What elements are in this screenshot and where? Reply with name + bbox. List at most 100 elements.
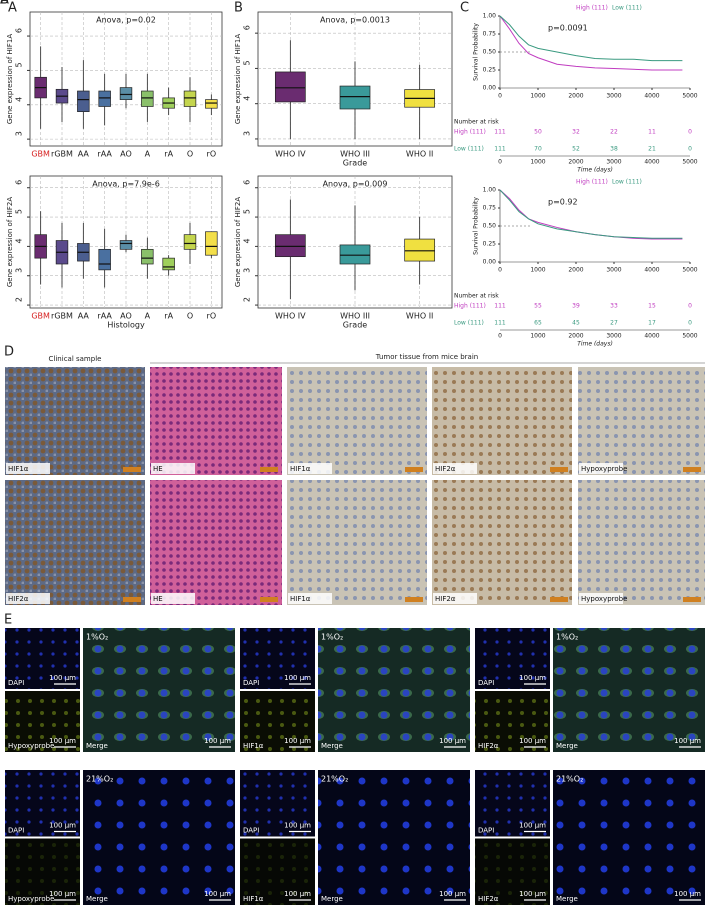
scale-bar	[550, 467, 568, 472]
image-label: Hypoxyprobe	[581, 465, 627, 473]
scale-label: 100 μm	[284, 674, 311, 682]
y-tick-label: 0.75	[483, 31, 497, 38]
label-box	[579, 593, 623, 604]
tissue-image	[5, 367, 145, 475]
label-box	[6, 463, 50, 474]
x-tick-label: rGBM	[51, 312, 73, 321]
tissue-image	[150, 367, 282, 475]
label-box	[151, 463, 195, 474]
panel-letter: A	[8, 1, 17, 16]
x-tick-label: WHO IV	[275, 312, 306, 321]
risk-x-tick-label: 1000	[530, 333, 545, 340]
x-tick-label: WHO II	[406, 150, 433, 159]
risk-x-tick-label: 0	[498, 159, 502, 166]
chart-title: Anova, p=7.9e-6	[92, 180, 160, 189]
x-tick-label: AA	[78, 150, 90, 159]
scale-label: 100 μm	[49, 890, 76, 898]
risk-value: 38	[610, 146, 618, 153]
legend-entry: Low (111)	[612, 179, 642, 186]
scale-bar	[405, 597, 423, 602]
risk-value: 21	[648, 146, 656, 153]
y-tick-label: 5	[243, 209, 252, 214]
x-tick-label: 0	[498, 267, 502, 274]
box	[274, 234, 306, 258]
scale-bar	[405, 467, 423, 472]
tissue-image	[432, 480, 572, 605]
image-label: Merge	[321, 742, 343, 750]
fluorescence-image	[475, 838, 550, 905]
image-label: Hypoxyprobe	[8, 895, 54, 903]
x-tick-label: 4000	[644, 93, 659, 100]
y-axis-label: Gene expression of HIF1A	[6, 34, 14, 124]
x-tick-label: AO	[120, 150, 132, 159]
risk-x-tick-label: 5000	[682, 159, 697, 166]
fluorescence-image	[318, 770, 470, 905]
box	[77, 90, 90, 112]
risk-x-tick-label: 1000	[530, 159, 545, 166]
image-label: HIF1α	[243, 742, 264, 750]
scale-label: 100 μm	[204, 890, 231, 898]
image-label: HIF2α	[8, 595, 29, 603]
risk-row-name: High (111)	[454, 129, 486, 136]
scale-label: 100 μm	[519, 890, 546, 898]
condition-label: 21%O₂	[86, 775, 113, 784]
image-label: Hypoxyprobe	[581, 595, 627, 603]
image-label: HIF1α	[290, 595, 311, 603]
risk-table-title: Number at risk	[454, 293, 499, 300]
box	[183, 90, 197, 107]
image-label: HIF2α	[478, 742, 499, 750]
survival-line	[499, 15, 683, 71]
panel-letter: B	[0, 0, 9, 8]
x-tick-label: rAA	[97, 150, 112, 159]
scale-bar	[260, 467, 278, 472]
box	[205, 99, 218, 109]
x-tick-label: A	[145, 312, 151, 321]
risk-x-tick-label: 2000	[568, 159, 583, 166]
fluorescence-image	[240, 691, 315, 752]
image-label: DAPI	[243, 679, 259, 687]
panel-letter: A	[0, 0, 9, 8]
risk-value: 52	[572, 146, 580, 153]
x-tick-label: rA	[164, 150, 173, 159]
x-tick-label: A	[145, 150, 151, 159]
image-label: DAPI	[478, 827, 494, 835]
risk-value: 39	[572, 303, 580, 310]
tissue-image	[287, 367, 427, 475]
y-tick-label: 2	[243, 297, 252, 302]
image-label: Merge	[86, 895, 108, 903]
image-label: HE	[153, 465, 163, 473]
scale-bar	[123, 597, 141, 602]
risk-value: 111	[494, 320, 506, 327]
x-tick-label: AA	[78, 312, 90, 321]
y-tick-label: 0.25	[483, 241, 497, 248]
risk-x-tick-label: 0	[498, 333, 502, 340]
scale-label: 100 μm	[519, 737, 546, 745]
y-tick-label: 6	[15, 180, 24, 185]
y-axis-label: Gene expression of HIF2A	[234, 197, 242, 287]
y-axis-label: Survival Probability	[473, 23, 480, 81]
scale-bar	[260, 597, 278, 602]
legend-entry: Low (111)	[612, 5, 642, 12]
label-box	[6, 593, 50, 604]
risk-value: 11	[648, 129, 656, 136]
fluorescence-image	[475, 628, 550, 689]
risk-value: 111	[494, 129, 506, 136]
box	[205, 231, 218, 256]
y-tick-label: 4	[15, 238, 24, 243]
risk-value: 0	[688, 129, 692, 136]
box	[339, 244, 371, 265]
risk-value: 32	[572, 129, 580, 136]
y-tick-label: 5	[15, 209, 24, 214]
fluorescence-image	[5, 691, 80, 752]
y-tick-label: 4	[243, 238, 252, 243]
x-axis-label: Grade	[343, 321, 367, 330]
tumor-title: Tumor tissue from mice brain	[375, 353, 478, 361]
scale-label: 100 μm	[674, 737, 701, 745]
tissue-image	[150, 480, 282, 605]
fluorescence-image	[475, 691, 550, 752]
y-axis-label: Survival Probability	[473, 197, 480, 255]
condition-label: 1%O₂	[321, 633, 343, 642]
y-tick-label: 5	[243, 60, 252, 65]
